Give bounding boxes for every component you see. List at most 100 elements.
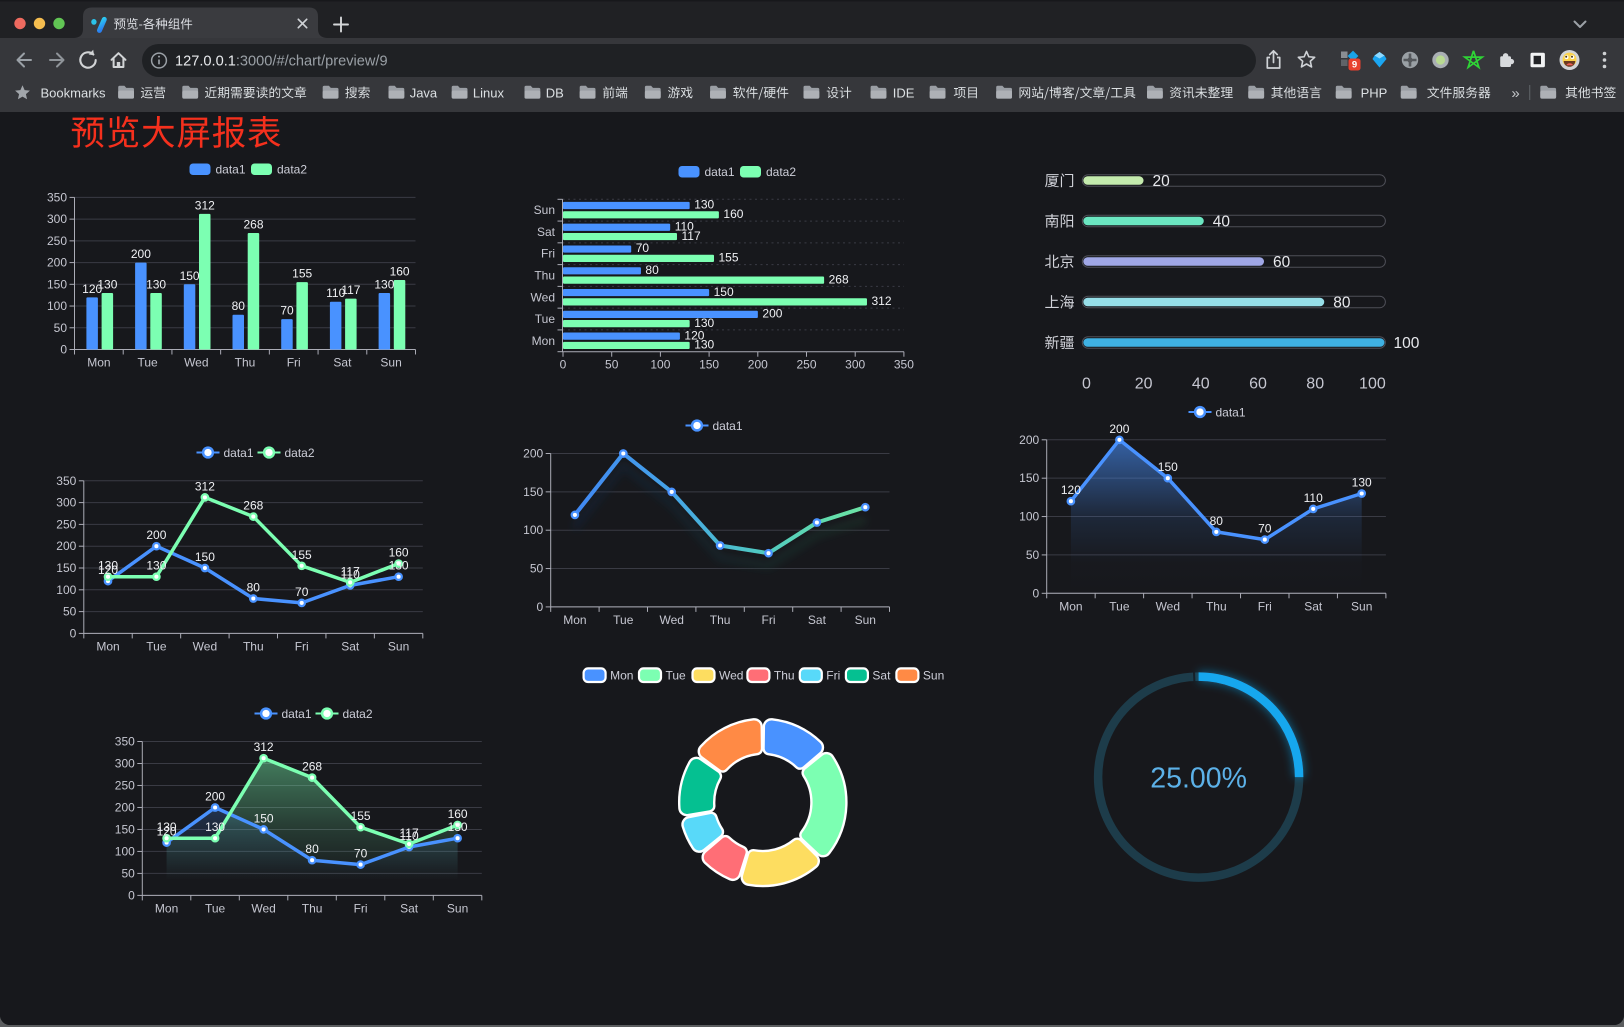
svg-text:80: 80	[305, 842, 319, 856]
svg-text:80: 80	[645, 263, 659, 277]
svg-text:Thu: Thu	[534, 269, 555, 283]
svg-text:200: 200	[523, 447, 543, 461]
svg-text:160: 160	[448, 807, 468, 821]
svg-text:Sat: Sat	[400, 901, 419, 915]
svg-text:Tue: Tue	[205, 901, 226, 915]
svg-text:250: 250	[796, 358, 816, 372]
svg-text:110: 110	[341, 567, 360, 581]
svg-text:350: 350	[47, 190, 67, 204]
svg-text:data2: data2	[285, 446, 315, 460]
svg-text:117: 117	[400, 826, 419, 840]
svg-text:Thu: Thu	[710, 613, 731, 627]
svg-text:200: 200	[762, 307, 782, 321]
svg-text:130: 130	[157, 820, 177, 834]
svg-text:data1: data1	[705, 165, 735, 179]
svg-text:Bookmarks: Bookmarks	[41, 86, 107, 101]
svg-text:Sat: Sat	[1304, 599, 1323, 613]
svg-text:0: 0	[537, 600, 544, 614]
svg-text:Fri: Fri	[295, 639, 309, 653]
svg-text:80: 80	[1333, 295, 1351, 312]
svg-text:200: 200	[146, 528, 166, 542]
svg-text:200: 200	[115, 801, 135, 815]
svg-text:150: 150	[47, 277, 67, 291]
svg-text:130: 130	[694, 338, 714, 352]
svg-text:160: 160	[723, 207, 743, 221]
svg-text:110: 110	[675, 220, 694, 234]
svg-text:150: 150	[523, 485, 543, 499]
svg-text:312: 312	[254, 740, 274, 754]
svg-text:100: 100	[47, 299, 67, 313]
svg-text:150: 150	[714, 285, 734, 299]
svg-text:25.00%: 25.00%	[1150, 762, 1247, 794]
svg-text:Mon: Mon	[87, 356, 110, 370]
svg-text:200: 200	[205, 790, 225, 804]
svg-text:312: 312	[872, 294, 892, 308]
svg-text:Mon: Mon	[563, 613, 586, 627]
svg-text:160: 160	[390, 265, 410, 279]
svg-text:120: 120	[98, 563, 118, 577]
svg-text:130: 130	[205, 820, 225, 834]
svg-text:268: 268	[243, 218, 263, 232]
svg-text:Wed: Wed	[659, 613, 683, 627]
svg-text:130: 130	[146, 278, 166, 292]
svg-text:250: 250	[47, 234, 67, 248]
svg-text:Tue: Tue	[1109, 599, 1130, 613]
svg-text:150: 150	[115, 822, 135, 836]
svg-text:268: 268	[243, 499, 263, 513]
svg-text:130: 130	[389, 559, 409, 573]
svg-text:150: 150	[195, 550, 215, 564]
svg-text:155: 155	[292, 267, 312, 281]
svg-text:150: 150	[180, 269, 200, 283]
svg-text:DB: DB	[546, 86, 564, 101]
svg-text:312: 312	[195, 198, 215, 212]
svg-text:Thu: Thu	[235, 356, 256, 370]
svg-text:150: 150	[1019, 471, 1039, 485]
svg-text:127.0.0.1:3000/#/chart/preview: 127.0.0.1:3000/#/chart/preview/9	[175, 54, 388, 70]
svg-text:70: 70	[636, 241, 650, 255]
svg-text:50: 50	[1026, 548, 1040, 562]
svg-text:Fri: Fri	[762, 613, 776, 627]
svg-text:Sun: Sun	[447, 901, 468, 915]
svg-text:data2: data2	[343, 707, 373, 721]
svg-text:Fri: Fri	[541, 247, 555, 261]
svg-text:20: 20	[1153, 173, 1171, 190]
svg-text:120: 120	[82, 282, 102, 296]
svg-text:Thu: Thu	[774, 669, 795, 683]
svg-text:300: 300	[47, 212, 67, 226]
svg-text:268: 268	[829, 272, 849, 286]
svg-text:Mon: Mon	[610, 669, 633, 683]
svg-text:80: 80	[247, 581, 261, 595]
svg-text:120: 120	[1061, 483, 1081, 497]
svg-text:»: »	[1511, 85, 1519, 102]
svg-text:268: 268	[302, 760, 322, 774]
svg-text:110: 110	[400, 829, 419, 843]
svg-text:Mon: Mon	[155, 901, 178, 915]
svg-text:Tue: Tue	[666, 669, 687, 683]
svg-text:data1: data1	[216, 163, 246, 177]
svg-text:Sat: Sat	[808, 613, 827, 627]
svg-text:Tue: Tue	[613, 613, 634, 627]
svg-text:Fri: Fri	[354, 901, 368, 915]
svg-text:150: 150	[254, 811, 274, 825]
svg-text:100: 100	[1019, 510, 1039, 524]
svg-text:40: 40	[1213, 214, 1231, 231]
svg-text:117: 117	[682, 229, 701, 243]
svg-text:200: 200	[131, 247, 151, 261]
svg-text:50: 50	[54, 321, 68, 335]
svg-text:0: 0	[560, 358, 567, 372]
svg-text:100: 100	[523, 523, 543, 537]
svg-text:Thu: Thu	[302, 901, 323, 915]
svg-text:60: 60	[1249, 376, 1267, 393]
svg-text:data1: data1	[1216, 406, 1246, 420]
svg-text:Tue: Tue	[535, 312, 556, 326]
svg-text:50: 50	[605, 358, 619, 372]
svg-text:0: 0	[1082, 376, 1091, 393]
svg-text:Fri: Fri	[287, 356, 301, 370]
svg-text:data1: data1	[713, 419, 743, 433]
svg-text:50: 50	[63, 605, 77, 619]
svg-text:80: 80	[1210, 514, 1224, 528]
svg-text:0: 0	[60, 343, 67, 357]
svg-text:Mon: Mon	[96, 639, 119, 653]
svg-text:100: 100	[115, 844, 135, 858]
svg-text:150: 150	[1158, 460, 1178, 474]
